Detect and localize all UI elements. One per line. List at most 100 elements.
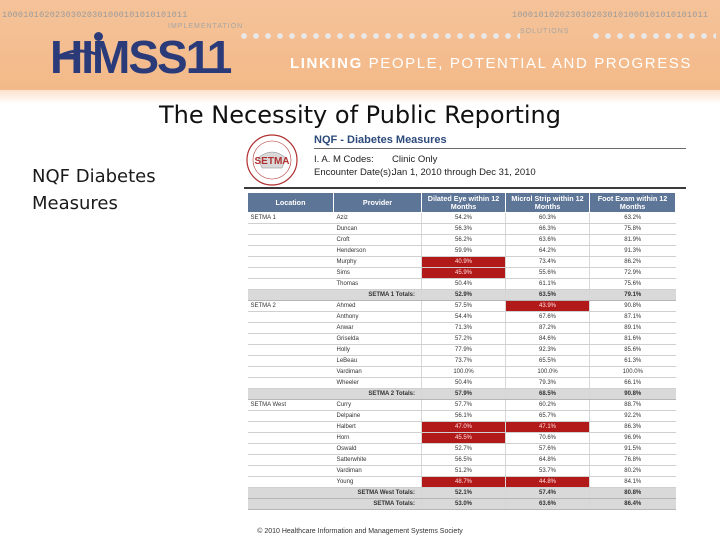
table-row: Delpaine 56.1% 65.7% 92.2% [247,410,676,422]
total-value-cell: 90.8% [589,388,676,400]
location-cell: SETMA West [247,399,334,411]
meta-dates: Encounter Date(s): Jan 1, 2010 through D… [314,167,536,178]
side-label: NQF Diabetes Measures [32,166,156,214]
provider-cell: Halbert [333,421,422,433]
grand-total-label: SETMA Totals: [247,498,422,510]
meta-codes: I. A. M Codes: Clinic Only [314,154,437,165]
col-microl-strip: Microl Strip within 12 Months [505,192,590,213]
table-row: Horn 45.5% 70.6% 96.9% [247,432,676,444]
header-banner: 10001010202303020301000101010101011 IMPL… [0,0,720,90]
value-cell: 64.8% [505,454,590,466]
col-provider: Provider [333,192,422,213]
himss11-logo: HIMSS11 [50,30,233,83]
value-cell: 86.3% [589,421,676,433]
meta-dates-label: Encounter Date(s): [314,167,394,178]
location-cell [247,443,334,455]
value-cell: 67.6% [505,311,590,323]
value-cell: 92.3% [505,344,590,356]
logo-swoosh-icon [53,49,97,61]
value-cell: 53.7% [505,465,590,477]
value-cell: 84.6% [505,333,590,345]
location-cell [247,322,334,334]
value-cell: 66.1% [589,377,676,389]
group-total-label: SETMA West Totals: [247,487,422,499]
value-cell: 43.9% [505,300,590,312]
table-row: Vardiman 100.0% 100.0% 100.0% [247,366,676,378]
table-row: Oswald 52.7% 57.6% 91.5% [247,443,676,455]
seal-text: SETMA [255,156,290,167]
value-cell: 47.1% [505,421,590,433]
value-cell: 77.9% [421,344,506,356]
table-row: Satterwhite 56.5% 64.8% 76.8% [247,454,676,466]
provider-cell: Curry [333,399,422,411]
grand-total-value-cell: 53.0% [421,498,506,510]
value-cell: 72.9% [589,267,676,279]
value-cell: 40.9% [421,256,506,268]
slide-title: The Necessity of Public Reporting [159,101,561,129]
value-cell: 57.2% [421,333,506,345]
provider-cell: Griselda [333,333,422,345]
banner-fade [0,90,720,104]
tagline: LINKING PEOPLE, POTENTIAL AND PROGRESS [290,55,692,72]
provider-cell: Thomas [333,278,422,290]
value-cell: 81.6% [589,333,676,345]
report-divider [314,148,686,149]
location-cell: SETMA 1 [247,212,334,224]
total-value-cell: 52.9% [421,289,506,301]
provider-cell: Satterwhite [333,454,422,466]
value-cell: 65.5% [505,355,590,367]
table-row: Wheeler 50.4% 79.3% 66.1% [247,377,676,389]
total-value-cell: 80.8% [589,487,676,499]
logo-number: 11 [185,31,233,83]
location-cell [247,245,334,257]
value-cell: 91.5% [589,443,676,455]
table-row: Anwar 71.3% 87.2% 89.1% [247,322,676,334]
col-dilated-eye: Dilated Eye within 12 Months [421,192,506,213]
value-cell: 71.3% [421,322,506,334]
provider-cell: Delpaine [333,410,422,422]
value-cell: 87.1% [589,311,676,323]
value-cell: 56.2% [421,234,506,246]
location-cell [247,421,334,433]
provider-cell: Vardiman [333,366,422,378]
value-cell: 56.3% [421,223,506,235]
location-cell [247,410,334,422]
value-cell: 48.7% [421,476,506,488]
location-cell: SETMA 2 [247,300,334,312]
total-value-cell: 52.1% [421,487,506,499]
value-cell: 56.1% [421,410,506,422]
value-cell: 50.4% [421,377,506,389]
value-cell: 57.7% [421,399,506,411]
provider-cell: Henderson [333,245,422,257]
value-cell: 45.5% [421,432,506,444]
location-cell [247,377,334,389]
group-total-label: SETMA 2 Totals: [247,388,422,400]
total-value-cell: 68.5% [505,388,590,400]
meta-dates-value: Jan 1, 2010 through Dec 31, 2010 [392,167,536,178]
location-cell [247,333,334,345]
meta-codes-label: I. A. M Codes: [314,154,374,165]
total-value-cell: 63.5% [505,289,590,301]
nqf-report: SETMA NQF - Diabetes Measures I. A. M Co… [244,130,686,520]
value-cell: 44.8% [505,476,590,488]
table-row: Halbert 47.0% 47.1% 86.3% [247,421,676,433]
value-cell: 63.2% [589,212,676,224]
value-cell: 75.6% [589,278,676,290]
value-cell: 64.2% [505,245,590,257]
location-cell [247,267,334,279]
value-cell: 60.3% [505,212,590,224]
meta-codes-value: Clinic Only [392,154,438,165]
group-total-label: SETMA 1 Totals: [247,289,422,301]
value-cell: 90.8% [589,300,676,312]
value-cell: 88.7% [589,399,676,411]
provider-cell: Oswald [333,443,422,455]
value-cell: 45.9% [421,267,506,279]
grand-total-value-cell: 86.4% [589,498,676,510]
value-cell: 85.6% [589,344,676,356]
group-total-row: SETMA West Totals: 52.1% 57.4% 80.8% [247,487,676,499]
table-row: SETMA West Curry 57.7% 60.2% 88.7% [247,399,676,411]
value-cell: 54.4% [421,311,506,323]
provider-cell: Sims [333,267,422,279]
value-cell: 73.7% [421,355,506,367]
table-row: Murphy 40.9% 73.4% 86.2% [247,256,676,268]
